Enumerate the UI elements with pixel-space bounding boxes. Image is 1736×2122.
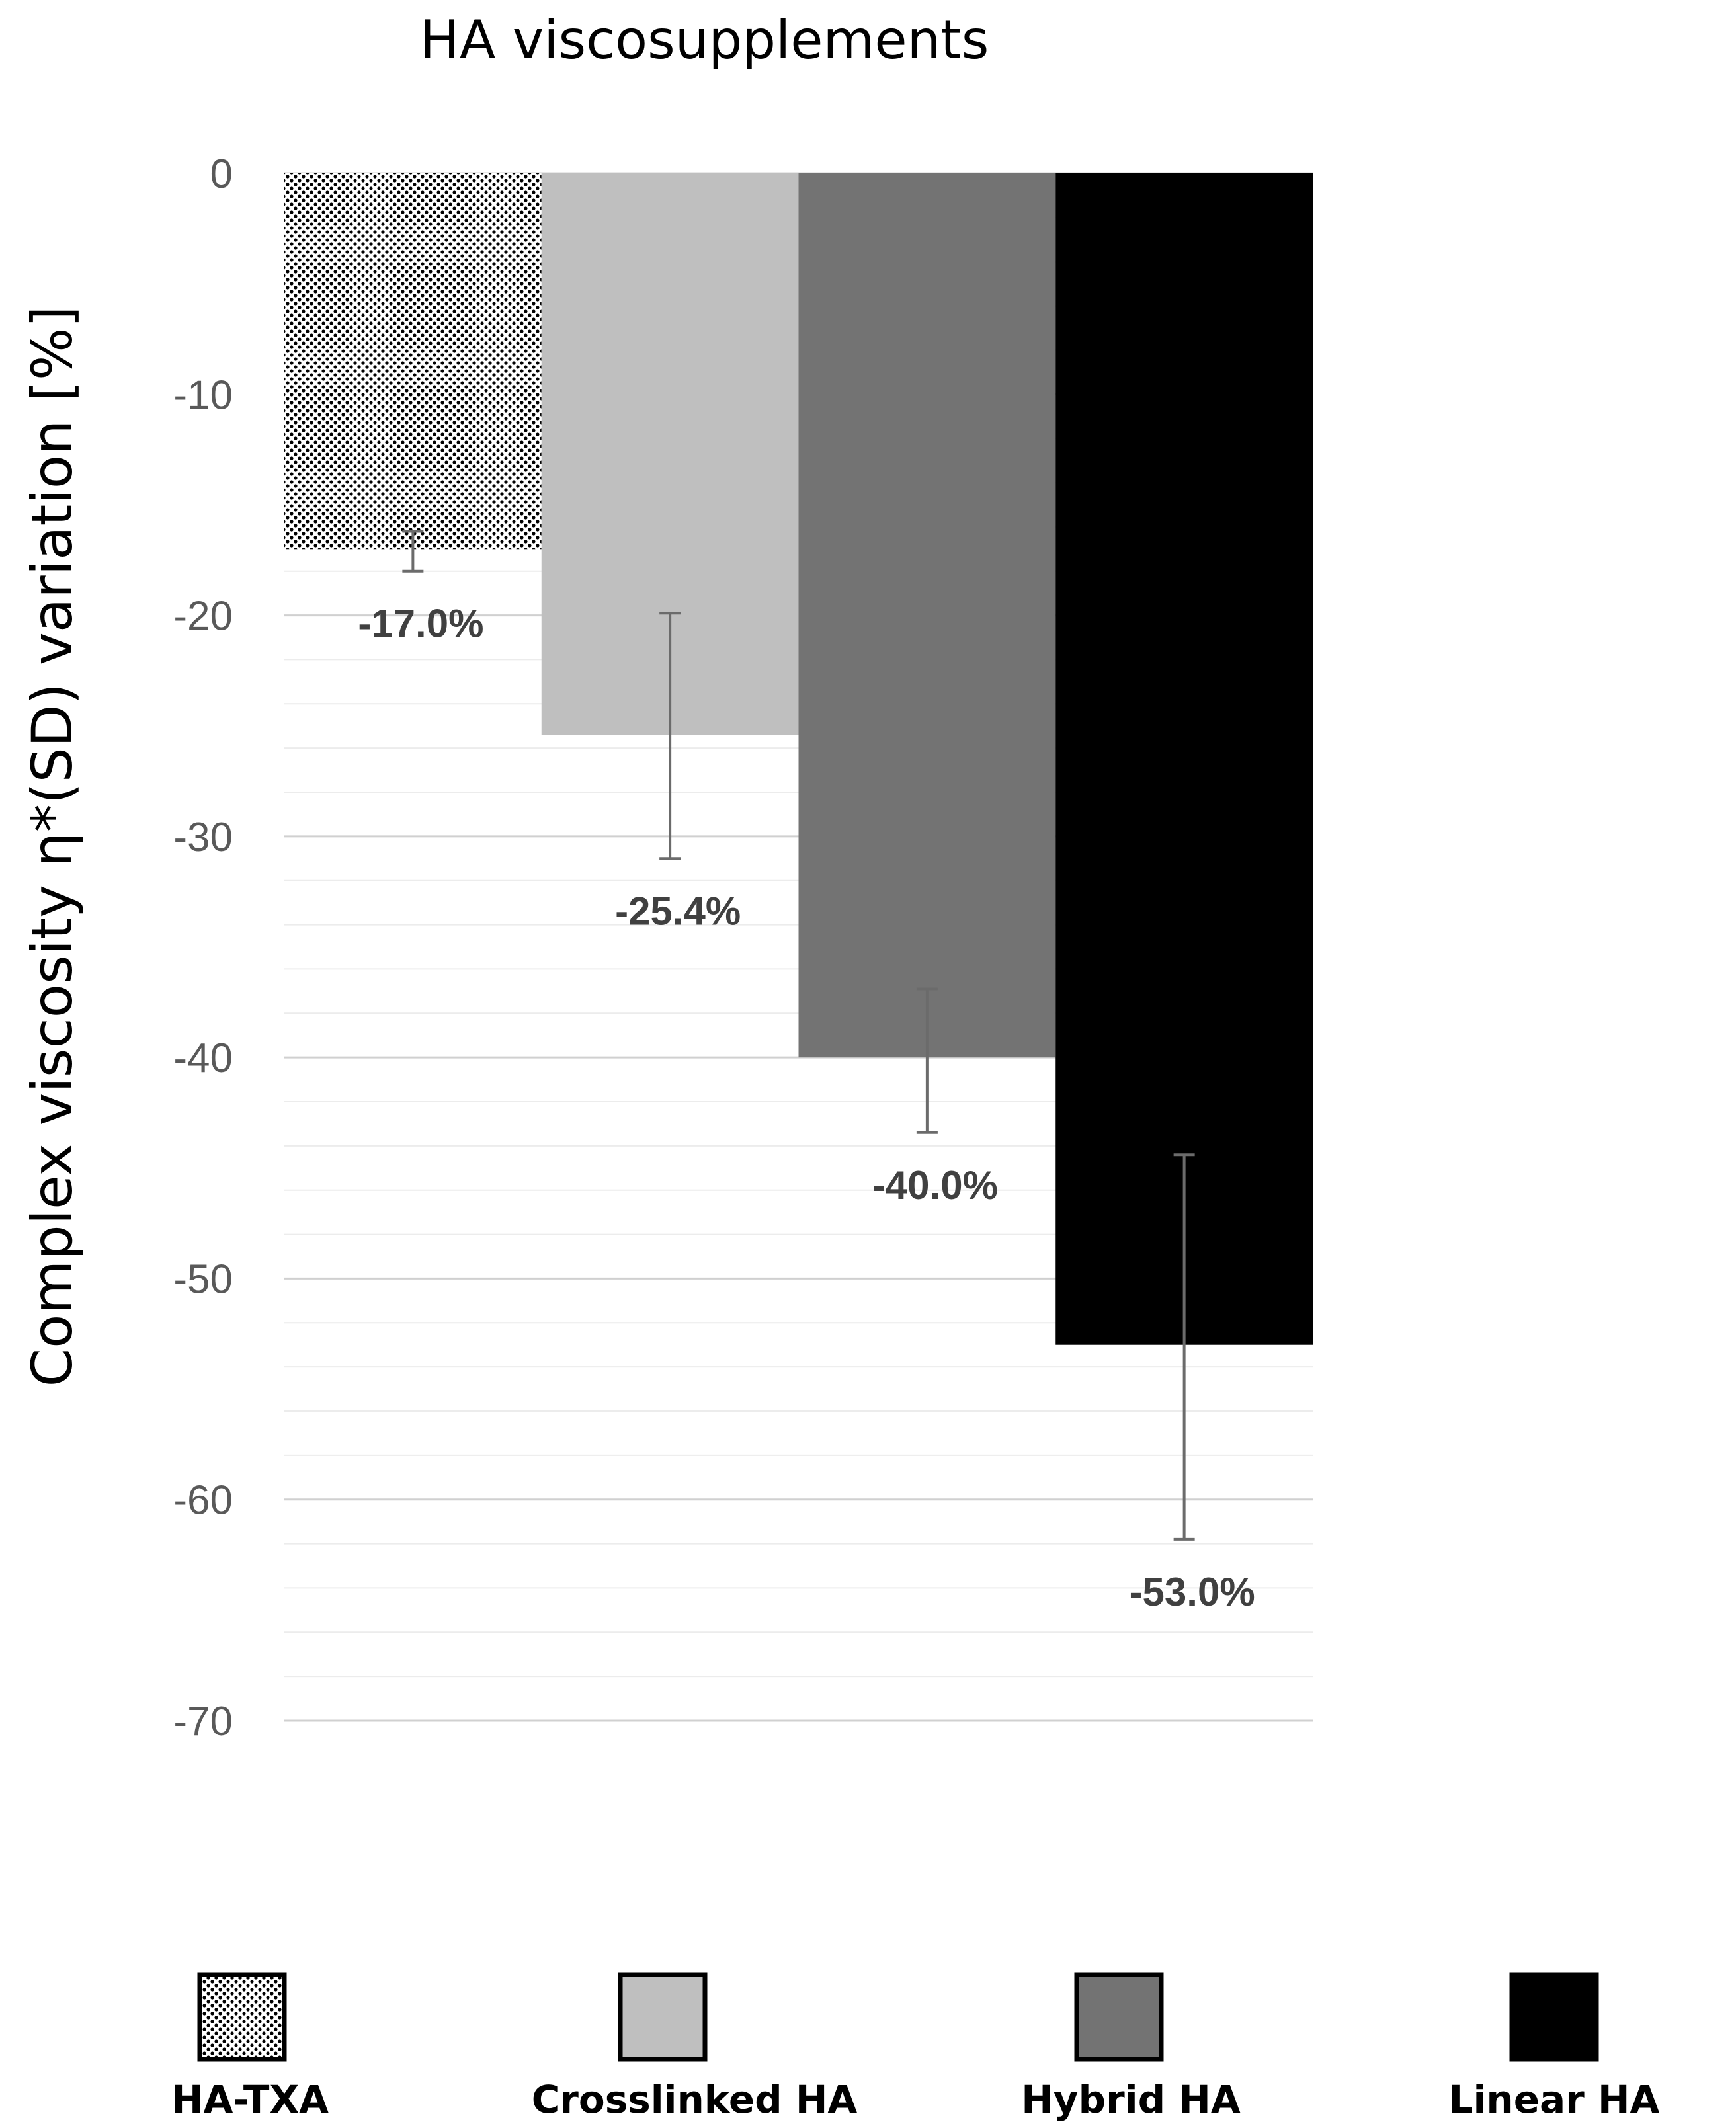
legend-label: Hybrid HA: [1021, 2077, 1241, 2122]
data-label: -40.0%: [872, 1163, 998, 1207]
legend-swatch: [197, 1972, 287, 2062]
y-axis-label: Complex viscosity η*(SD) variation [%]: [20, 306, 85, 1387]
error-bar: [659, 612, 681, 860]
legend-swatch: [1509, 1972, 1599, 2062]
error-bar: [402, 530, 424, 573]
legend-item: Crosslinked HA: [532, 1972, 858, 2122]
data-labels: -17.0% -25.4% -40.0% -53.0%: [358, 602, 1255, 1614]
data-label: -25.4%: [615, 889, 741, 933]
y-tick-label: -60: [173, 1478, 233, 1524]
legend-label: HA-TXA: [171, 2077, 329, 2122]
legend-item: Linear HA: [1449, 1972, 1660, 2122]
data-label: -17.0%: [358, 602, 483, 646]
bar-hybrid-ha: [798, 173, 1056, 1058]
legend: HA-TXA Crosslinked HA Hybrid HA Linear HA: [171, 1972, 1660, 2122]
y-axis-ticks: 0 -10 -20 -30 -40 -50 -60 -70: [173, 151, 233, 1744]
error-bar: [1173, 1153, 1195, 1541]
error-bar: [916, 987, 938, 1134]
bars: [284, 173, 1313, 1345]
error-bars: [402, 530, 1195, 1541]
y-tick-label: -20: [173, 594, 233, 639]
y-tick-label: -70: [173, 1699, 233, 1744]
bar-linear-ha: [1055, 173, 1313, 1345]
y-tick-label: 0: [210, 151, 233, 197]
legend-swatch: [618, 1972, 708, 2062]
legend-label: Linear HA: [1449, 2077, 1660, 2122]
y-tick-label: -30: [173, 815, 233, 860]
legend-label: Crosslinked HA: [532, 2077, 858, 2122]
legend-item: Hybrid HA: [1021, 1972, 1241, 2122]
chart-title: HA viscosupplements: [420, 9, 989, 71]
bar-ha-txa: [284, 173, 542, 550]
y-tick-label: -10: [173, 372, 233, 418]
legend-item: HA-TXA: [171, 1972, 329, 2122]
data-label: -53.0%: [1130, 1570, 1255, 1614]
y-tick-label: -50: [173, 1256, 233, 1302]
y-tick-label: -40: [173, 1036, 233, 1081]
legend-swatch: [1074, 1972, 1164, 2062]
